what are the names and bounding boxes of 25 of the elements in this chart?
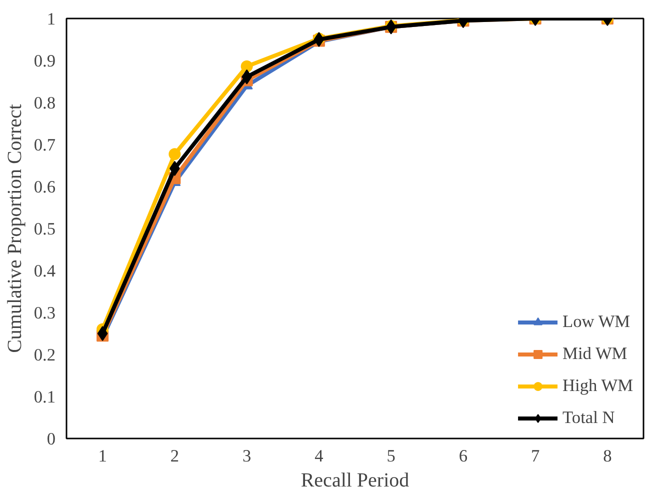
legend-label: High WM	[562, 376, 633, 396]
y-tick-label: 0.3	[34, 304, 56, 322]
y-tick-label: 0.5	[34, 220, 56, 238]
legend-label: Mid WM	[562, 344, 628, 364]
legend-label: Total N	[562, 408, 615, 428]
y-tick-label: 0.1	[34, 388, 56, 406]
y-tick-label: 1	[46, 10, 56, 28]
y-axis-title: Cumulative Proportion Correct	[4, 104, 26, 353]
x-tick-label: 6	[458, 446, 468, 466]
x-tick-label: 7	[530, 446, 540, 466]
x-axis-title: Recall Period	[300, 470, 410, 492]
x-tick-label: 3	[242, 446, 252, 466]
y-tick-label: 0.9	[34, 52, 56, 70]
x-tick-label: 1	[98, 446, 107, 466]
y-tick-label: 0.7	[34, 136, 56, 154]
x-tick-label: 2	[170, 446, 180, 466]
y-tick-label: 0.6	[34, 178, 56, 196]
x-tick-label: 5	[386, 446, 396, 466]
y-tick-label: 0	[46, 430, 56, 448]
y-tick-label: 0.4	[34, 262, 56, 280]
y-tick-label: 0.8	[34, 94, 56, 112]
x-tick-label: 4	[314, 446, 324, 466]
legend-label: Low WM	[562, 312, 630, 332]
y-tick-label: 0.2	[34, 346, 56, 364]
x-tick-label: 8	[603, 446, 612, 466]
